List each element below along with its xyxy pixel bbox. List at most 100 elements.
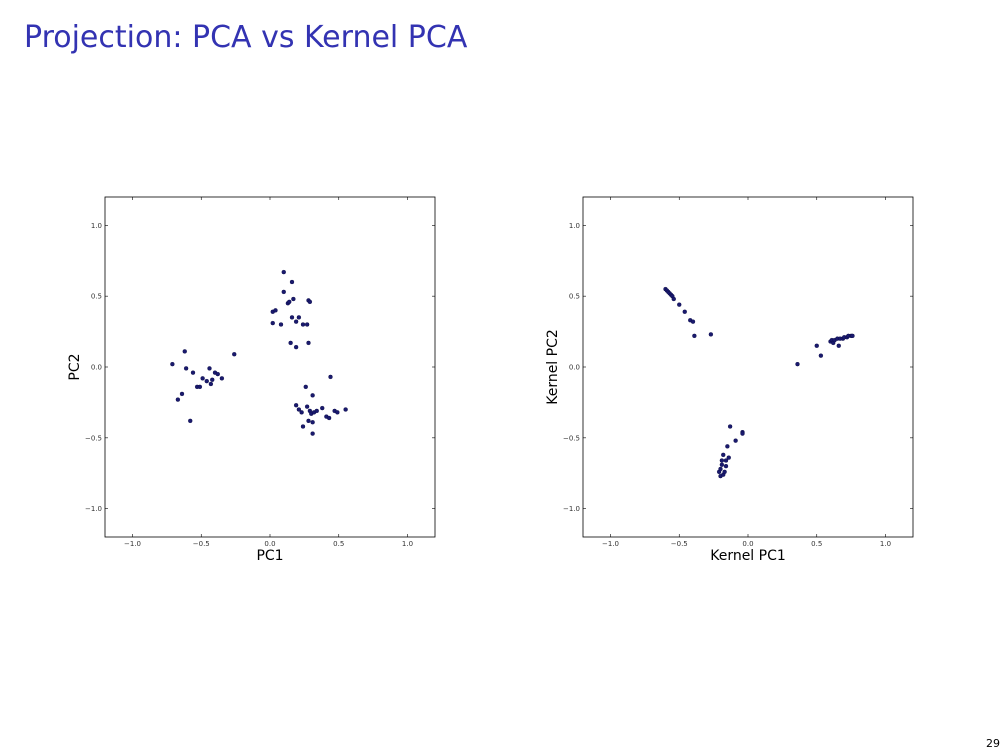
pca-data-point — [288, 340, 293, 346]
pca-data-point — [293, 319, 299, 324]
kernel-pca-y-axis-label: Kernel PC2 — [545, 329, 561, 405]
kernel-pca-x-tick-label: −0.5 — [671, 540, 688, 548]
pca-x-tick-label: −1.0 — [124, 540, 141, 548]
pca-data-point — [289, 279, 295, 285]
pca-data-point — [175, 397, 181, 402]
kernel-pca-data-point — [740, 431, 745, 436]
kernel-pca-data-point — [726, 455, 731, 460]
kernel-pca-x-axis-label: Kernel PC1 — [710, 548, 786, 564]
kernel-pca-y-tick-label: −1.0 — [563, 505, 580, 513]
pca-data-point — [289, 315, 295, 320]
pca-data-point — [219, 376, 225, 381]
pca-data-point — [204, 379, 209, 384]
kernel-pca-x-tick-label: 0.0 — [742, 540, 753, 548]
pca-data-point — [281, 289, 286, 295]
pca-y-tick-label: 0.0 — [91, 364, 102, 372]
pca-data-point — [296, 315, 302, 320]
kernel-pca-data-point — [818, 353, 824, 358]
pca-data-point — [200, 376, 205, 381]
kernel-pca-data-point — [690, 319, 696, 324]
kernel-pca-data-point — [723, 464, 729, 469]
pca-y-axis-label: PC2 — [67, 353, 83, 380]
pca-data-point — [170, 362, 175, 367]
pca-data-point — [293, 403, 299, 408]
pca-data-point — [303, 384, 308, 389]
kernel-pca-data-point — [718, 466, 723, 472]
kernel-pca-data-point — [850, 333, 855, 338]
pca-data-point — [326, 415, 332, 421]
pca-y-tick-label: 1.0 — [91, 222, 102, 230]
pca-data-point — [320, 405, 325, 411]
kernel-pca-data-point — [721, 452, 726, 457]
pca-x-tick-label: 0.0 — [264, 540, 275, 548]
pca-x-tick-label: 1.0 — [402, 540, 413, 548]
kernel-pca-data-point — [671, 296, 676, 302]
pca-data-point — [179, 391, 185, 397]
pca-data-point — [215, 371, 220, 377]
pca-data-point — [304, 404, 310, 409]
kernel-pca-data-point — [682, 309, 687, 314]
kernel-pca-data-point — [725, 444, 730, 449]
kernel-pca-data-point — [723, 458, 729, 463]
kernel-pca-x-tick-label: 0.5 — [811, 540, 822, 548]
pca-data-point — [293, 345, 299, 350]
pca-data-point — [306, 340, 311, 346]
pca-x-axis-label: PC1 — [256, 548, 283, 564]
pca-data-point — [190, 370, 196, 375]
pca-data-point — [300, 322, 306, 327]
pca-data-point — [296, 407, 302, 412]
pca-data-point — [197, 384, 203, 389]
pca-data-point — [210, 377, 215, 382]
pca-data-point — [273, 308, 278, 313]
kernel-pca-data-point — [692, 333, 697, 338]
kernel-pca-data-point — [677, 302, 682, 307]
pca-y-tick-label: 0.5 — [91, 293, 102, 301]
pca-y-tick-label: −0.5 — [85, 434, 102, 442]
pca-data-point — [183, 366, 189, 371]
pca-data-point — [182, 349, 187, 354]
kernel-pca-x-tick-label: −1.0 — [602, 540, 619, 548]
pca-y-tick-label: −1.0 — [85, 505, 102, 513]
kernel-pca-data-point — [795, 362, 800, 367]
pca-data-point — [300, 424, 306, 429]
pca-x-tick-label: 0.5 — [333, 540, 344, 548]
pca-data-point — [278, 322, 284, 327]
pca-data-point — [270, 320, 275, 326]
kernel-pca-data-point — [719, 458, 725, 463]
pca-data-point — [287, 299, 292, 304]
kernel-pca-data-point — [733, 438, 738, 443]
kernel-pca-y-tick-label: 0.0 — [569, 364, 580, 372]
pca-data-point — [232, 352, 237, 357]
pca-x-tick-label: −0.5 — [193, 540, 210, 548]
pca-data-point — [328, 374, 333, 380]
kernel-pca-data-point — [708, 332, 714, 337]
pca-data-point — [310, 393, 315, 398]
kernel-pca-data-point — [722, 469, 727, 474]
pca-data-point — [306, 418, 311, 423]
pca-data-point — [314, 408, 319, 414]
kernel-pca-data-point — [814, 343, 819, 348]
kernel-pca-scatter-chart: −1.0 −0.5 0.0 0.5 1.0 −1.0 −0.5 0.0 0.5 1.0 Kernel… — [545, 196, 914, 564]
kernel-pca-data-point — [727, 424, 733, 429]
pca-data-point — [310, 431, 315, 436]
slide-title: Projection: PCA vs Kernel PCA — [24, 20, 468, 55]
pca-data-point — [307, 299, 313, 304]
pca-plot-frame — [104, 196, 436, 538]
kernel-pca-x-tick-label: 1.0 — [880, 540, 891, 548]
pca-data-point — [188, 418, 193, 423]
pca-data-point — [207, 366, 212, 371]
kernel-pca-y-tick-label: 1.0 — [569, 222, 580, 230]
page-number: 29 — [986, 737, 1000, 750]
pca-data-point — [304, 322, 310, 327]
pca-data-point — [335, 410, 340, 415]
pca-scatter-chart: −1.0 −0.5 0.0 0.5 1.0 −1.0 −0.5 0.0 0.5 1.0 PC1 PC2 — [67, 196, 436, 564]
pca-data-point — [343, 407, 348, 412]
pca-data-point — [299, 410, 304, 415]
kernel-pca-plot-frame — [582, 196, 914, 538]
pca-data-point — [291, 296, 296, 302]
kernel-pca-y-tick-label: 0.5 — [569, 293, 580, 301]
kernel-pca-data-point — [719, 462, 725, 467]
pca-data-point — [281, 269, 286, 275]
pca-data-point — [310, 420, 315, 425]
